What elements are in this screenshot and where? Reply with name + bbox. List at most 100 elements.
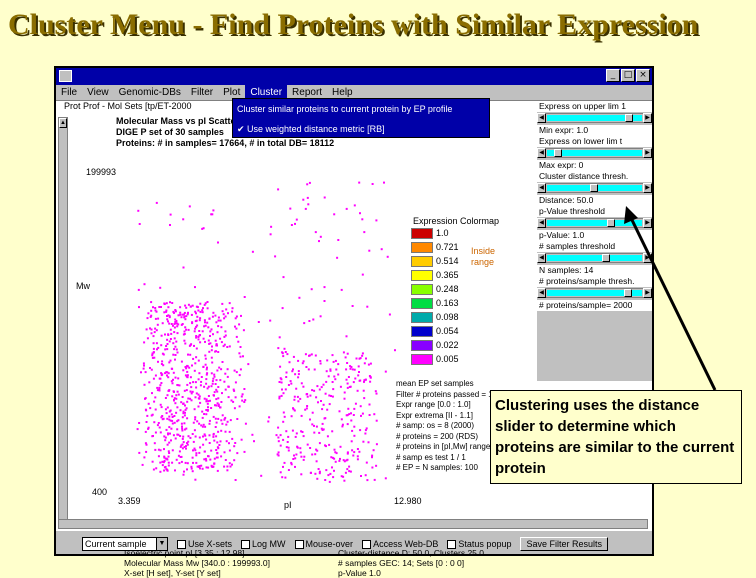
protein-point[interactable] [322,403,325,406]
protein-point[interactable] [155,342,158,345]
protein-point[interactable] [285,376,288,378]
protein-point[interactable] [212,209,215,212]
protein-point[interactable] [287,384,290,386]
protein-point[interactable] [342,475,345,478]
protein-point[interactable] [194,381,197,384]
protein-point[interactable] [175,348,178,351]
protein-point[interactable] [180,444,183,447]
protein-point[interactable] [204,324,207,327]
protein-point[interactable] [173,323,176,325]
protein-point[interactable] [163,460,166,462]
protein-point[interactable] [388,313,391,316]
protein-point[interactable] [226,375,229,378]
protein-point[interactable] [241,393,244,396]
protein-point[interactable] [338,459,341,462]
protein-point[interactable] [221,414,224,417]
protein-point[interactable] [323,300,326,302]
protein-point[interactable] [164,397,167,399]
protein-point[interactable] [167,314,170,317]
protein-point[interactable] [172,371,175,374]
protein-point[interactable] [198,422,201,425]
protein-point[interactable] [156,424,159,427]
protein-point[interactable] [184,411,186,414]
protein-point[interactable] [332,388,335,391]
protein-point[interactable] [176,351,179,354]
protein-point[interactable] [314,453,317,456]
protein-point[interactable] [169,338,172,340]
protein-point[interactable] [169,409,172,412]
protein-point[interactable] [203,458,206,461]
protein-point[interactable] [209,458,212,461]
protein-point[interactable] [204,434,207,437]
protein-point[interactable] [224,315,227,318]
protein-point[interactable] [184,408,187,411]
protein-point[interactable] [361,354,364,357]
protein-point[interactable] [313,424,315,427]
protein-point[interactable] [217,405,220,407]
protein-point[interactable] [343,397,346,400]
protein-point[interactable] [182,402,185,405]
protein-point[interactable] [243,388,246,390]
protein-point[interactable] [334,378,337,381]
protein-point[interactable] [307,368,310,371]
protein-point[interactable] [187,435,190,438]
protein-point[interactable] [314,472,317,475]
protein-point[interactable] [192,421,195,424]
protein-point[interactable] [191,304,194,307]
protein-point[interactable] [165,428,168,431]
protein-point[interactable] [220,419,223,422]
protein-point[interactable] [167,433,169,436]
protein-point[interactable] [158,389,161,392]
protein-point[interactable] [331,395,334,398]
protein-point[interactable] [373,413,376,416]
protein-point[interactable] [244,422,247,425]
protein-point[interactable] [296,446,299,449]
protein-point[interactable] [214,339,217,342]
protein-point[interactable] [190,343,193,346]
protein-point[interactable] [302,458,305,461]
protein-point[interactable] [192,461,194,464]
protein-point[interactable] [186,462,189,465]
protein-point[interactable] [179,445,182,448]
protein-point[interactable] [161,360,164,363]
protein-point[interactable] [194,362,197,365]
protein-point[interactable] [210,372,213,375]
protein-point[interactable] [352,454,355,457]
protein-point[interactable] [289,380,292,383]
protein-point[interactable] [231,463,233,466]
protein-point[interactable] [192,440,195,443]
protein-point[interactable] [194,435,197,438]
protein-point[interactable] [173,331,176,334]
protein-point[interactable] [233,459,236,462]
protein-point[interactable] [221,310,224,313]
protein-point[interactable] [155,329,158,332]
protein-point[interactable] [285,446,288,449]
protein-point[interactable] [329,369,332,372]
protein-point[interactable] [178,450,181,453]
protein-point[interactable] [184,326,187,329]
protein-point[interactable] [364,474,367,477]
menu-help[interactable]: Help [332,87,353,98]
protein-point[interactable] [351,449,354,452]
protein-point[interactable] [228,442,230,445]
protein-point[interactable] [167,372,170,375]
protein-point[interactable] [309,447,312,449]
protein-point[interactable] [374,390,377,393]
protein-point[interactable] [174,309,177,311]
protein-point[interactable] [307,203,310,206]
protein-point[interactable] [182,435,185,438]
protein-point[interactable] [358,357,361,360]
protein-point[interactable] [147,426,150,429]
protein-point[interactable] [171,419,174,422]
protein-point[interactable] [302,385,305,388]
protein-point[interactable] [221,361,224,363]
protein-point[interactable] [193,447,196,450]
protein-point[interactable] [204,357,207,360]
protein-point[interactable] [161,415,164,417]
protein-point[interactable] [150,414,153,417]
protein-point[interactable] [345,378,348,381]
protein-point[interactable] [226,420,229,423]
menu-file[interactable]: File [61,87,78,98]
protein-point[interactable] [220,401,223,403]
protein-point[interactable] [204,425,207,428]
